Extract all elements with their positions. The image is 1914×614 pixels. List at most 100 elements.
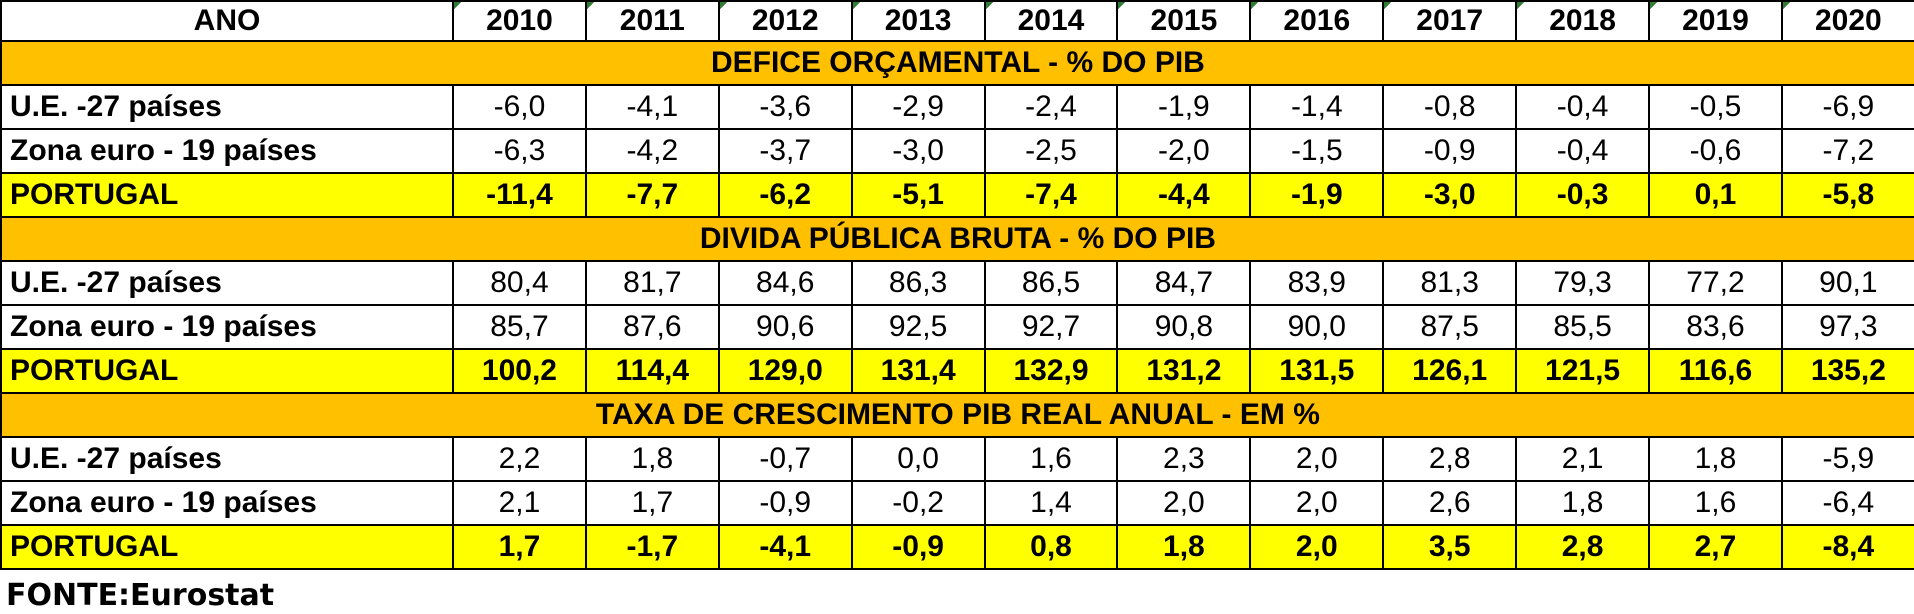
row-label: PORTUGAL: [0, 524, 454, 570]
value-cell: -6,0: [452, 84, 587, 130]
section-row: TAXA DE CRESCIMENTO PIB REAL ANUAL - EM …: [0, 392, 1914, 438]
value-cell: 84,6: [717, 260, 853, 306]
value-cell: 2,0: [1249, 524, 1385, 570]
table-row: U.E. -27 países -6,0 -4,1 -3,6 -2,9 -2,4 -1,9-…: [0, 84, 1914, 130]
value-cell: -6,3: [452, 128, 587, 174]
section-row: DEFICE ORÇAMENTAL - % DO PIB: [0, 40, 1914, 86]
year-header-2011: 2011: [584, 0, 720, 42]
value-cell: 2,0: [1249, 436, 1385, 482]
value-cell: 1,6: [1648, 480, 1783, 526]
value-cell: 92,7: [983, 304, 1119, 350]
value-cell: -5,8: [1780, 172, 1914, 218]
value-cell: 92,5: [850, 304, 986, 350]
value-cell: -0,6: [1648, 128, 1783, 174]
value-cell: -4,1: [584, 84, 720, 130]
value-cell: -6,9: [1780, 84, 1914, 130]
table-row: U.E. -27 países 2,2 1,8 -0,7 0,0 1,6 2,3 2,0 2,8…: [0, 436, 1914, 482]
value-cell: -4,4: [1116, 172, 1252, 218]
value-cell: -0,5: [1648, 84, 1783, 130]
year-header-2019: 2019: [1648, 0, 1783, 42]
section-title: DEFICE ORÇAMENTAL - % DO PIB: [0, 40, 1914, 86]
value-cell: 77,2: [1648, 260, 1783, 306]
year-header-2017: 2017: [1382, 0, 1518, 42]
value-cell: 2,1: [452, 480, 587, 526]
section-title: TAXA DE CRESCIMENTO PIB REAL ANUAL - EM …: [0, 392, 1914, 438]
value-cell: -1,9: [1249, 172, 1385, 218]
value-cell: 2,3: [1116, 436, 1252, 482]
value-cell: -3,0: [850, 128, 986, 174]
value-cell: 90,1: [1780, 260, 1914, 306]
value-cell: 0,1: [1648, 172, 1783, 218]
header-label: ANO: [0, 0, 454, 42]
value-cell: -0,9: [850, 524, 986, 570]
value-cell: -7,2: [1780, 128, 1914, 174]
value-cell: 85,5: [1515, 304, 1651, 350]
table-row: Zona euro - 19 países -6,3 -4,2 -3,7 -3,0 -2,…: [0, 128, 1914, 174]
value-cell: -0,3: [1515, 172, 1651, 218]
value-cell: -4,2: [584, 128, 720, 174]
value-cell: -1,9: [1116, 84, 1252, 130]
value-cell: -1,7: [584, 524, 720, 570]
value-cell: 126,1: [1382, 348, 1518, 394]
value-cell: 135,2: [1780, 348, 1914, 394]
value-cell: 90,0: [1249, 304, 1385, 350]
value-cell: -11,4: [452, 172, 587, 218]
value-cell: -5,1: [850, 172, 986, 218]
table-row: PORTUGAL 100,2 114,4 129,0 131,4 132,9 131,2 13…: [0, 348, 1914, 394]
value-cell: 80,4: [452, 260, 587, 306]
value-cell: 81,7: [584, 260, 720, 306]
year-header-2020: 2020: [1780, 0, 1914, 42]
value-cell: 2,0: [1116, 480, 1252, 526]
table-row: PORTUGAL 1,7 -1,7 -4,1 -0,9 0,8 1,8 2,0 3,5 2,8 2,…: [0, 524, 1914, 570]
value-cell: 121,5: [1515, 348, 1651, 394]
row-label: Zona euro - 19 países: [0, 128, 454, 174]
header-row: ANO 2010 2011 2012 2013 2014 2015 2016 2017 2018 2…: [0, 0, 1914, 42]
value-cell: 2,8: [1515, 524, 1651, 570]
value-cell: 83,6: [1648, 304, 1783, 350]
value-cell: -4,1: [717, 524, 853, 570]
value-cell: 97,3: [1780, 304, 1914, 350]
value-cell: 131,2: [1116, 348, 1252, 394]
value-cell: -6,2: [717, 172, 853, 218]
value-cell: 114,4: [584, 348, 720, 394]
value-cell: 87,5: [1382, 304, 1518, 350]
year-header-2012: 2012: [717, 0, 853, 42]
value-cell: 129,0: [717, 348, 853, 394]
table-row: U.E. -27 países 80,4 81,7 84,6 86,3 86,5 84,7 8…: [0, 260, 1914, 306]
value-cell: 84,7: [1116, 260, 1252, 306]
value-cell: 90,8: [1116, 304, 1252, 350]
value-cell: -2,0: [1116, 128, 1252, 174]
table-row: Zona euro - 19 países 2,1 1,7 -0,9 -0,2 1,4 2,…: [0, 480, 1914, 526]
value-cell: 0,0: [850, 436, 986, 482]
value-cell: 79,3: [1515, 260, 1651, 306]
row-label: PORTUGAL: [0, 172, 454, 218]
year-header-2016: 2016: [1249, 0, 1385, 42]
value-cell: 1,7: [452, 524, 587, 570]
value-cell: -0,4: [1515, 128, 1651, 174]
row-label: U.E. -27 países: [0, 436, 454, 482]
value-cell: 81,3: [1382, 260, 1518, 306]
value-cell: -2,9: [850, 84, 986, 130]
value-cell: 1,8: [1648, 436, 1783, 482]
value-cell: 86,3: [850, 260, 986, 306]
value-cell: 1,8: [584, 436, 720, 482]
value-cell: -2,5: [983, 128, 1119, 174]
table-row: Zona euro - 19 países 85,7 87,6 90,6 92,5 92,…: [0, 304, 1914, 350]
value-cell: 1,8: [1515, 480, 1651, 526]
value-cell: 86,5: [983, 260, 1119, 306]
value-cell: 85,7: [452, 304, 587, 350]
value-cell: -5,9: [1780, 436, 1914, 482]
eurostat-table: ANO 2010 2011 2012 2013 2014 2015 2016 2017 2018 2…: [0, 0, 1914, 570]
value-cell: -0,7: [717, 436, 853, 482]
year-header-2015: 2015: [1116, 0, 1252, 42]
value-cell: 1,6: [983, 436, 1119, 482]
year-header-2018: 2018: [1515, 0, 1651, 42]
value-cell: 87,6: [584, 304, 720, 350]
value-cell: 2,2: [452, 436, 587, 482]
value-cell: -0,9: [717, 480, 853, 526]
value-cell: 0,8: [983, 524, 1119, 570]
value-cell: 132,9: [983, 348, 1119, 394]
row-label: Zona euro - 19 países: [0, 480, 454, 526]
section-row: DIVIDA PÚBLICA BRUTA - % DO PIB: [0, 216, 1914, 262]
value-cell: -3,6: [717, 84, 853, 130]
